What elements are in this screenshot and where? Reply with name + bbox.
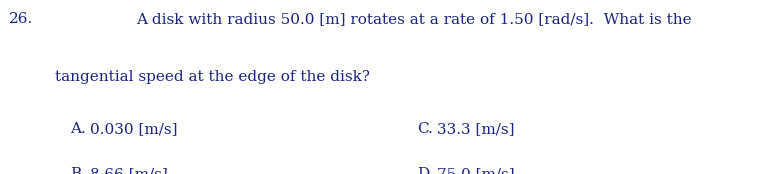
Text: B.: B. <box>70 167 86 174</box>
Text: A.: A. <box>70 122 86 136</box>
Text: 8.66 [m/s]: 8.66 [m/s] <box>90 167 168 174</box>
Text: A disk with radius 50.0 [m] rotates at a rate of 1.50 [rad/s].  What is the: A disk with radius 50.0 [m] rotates at a… <box>136 12 691 26</box>
Text: D.: D. <box>418 167 434 174</box>
Text: 33.3 [m/s]: 33.3 [m/s] <box>437 122 515 136</box>
Text: 75.0 [m/s]: 75.0 [m/s] <box>437 167 515 174</box>
Text: C.: C. <box>418 122 434 136</box>
Text: tangential speed at the edge of the disk?: tangential speed at the edge of the disk… <box>55 70 370 84</box>
Text: 0.030 [m/s]: 0.030 [m/s] <box>90 122 178 136</box>
Text: 26.: 26. <box>9 12 34 26</box>
